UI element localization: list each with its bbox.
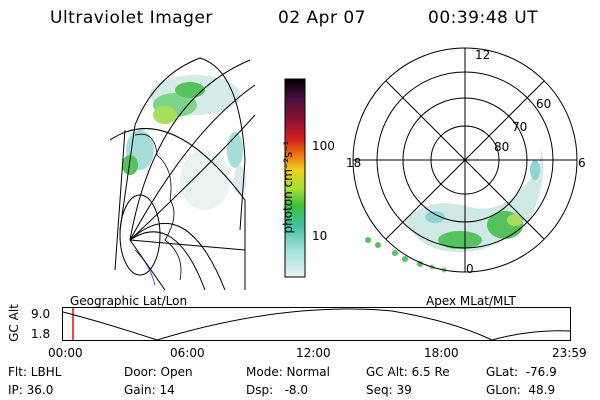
mlt-label-6: 6 xyxy=(578,156,586,170)
time-tick-0600: 06:00 xyxy=(170,346,205,360)
dsp-status: Dsp: -8.0 xyxy=(246,383,309,397)
door-status: Door: Open xyxy=(124,365,193,379)
mlat-label-60: 60 xyxy=(536,97,552,111)
ip-status: IP: 36.0 xyxy=(8,383,54,397)
mlt-label-12: 12 xyxy=(475,48,491,62)
altitude-plot xyxy=(62,307,571,341)
altitude-curve xyxy=(62,308,571,341)
colorbar-unit-label: photon cm⁻²s⁻¹ xyxy=(281,140,295,234)
filter-status: Flt: LBHL xyxy=(8,365,62,379)
apex-panel-label: Apex MLat/MLT xyxy=(426,294,516,308)
instrument-title: Ultraviolet Imager xyxy=(50,8,213,28)
altitude-tick-1-8: 1.8 xyxy=(31,327,51,341)
glon-status: GLon: 48.9 xyxy=(486,383,556,397)
mode-status: Mode: Normal xyxy=(246,365,330,379)
altitude-tick-9: 9.0 xyxy=(31,307,51,321)
time-tick-1200: 12:00 xyxy=(296,346,331,360)
coastline xyxy=(134,133,182,281)
colorbar xyxy=(284,78,306,278)
observation-date: 02 Apr 07 xyxy=(278,8,366,28)
glat-status: GLat: -76.9 xyxy=(486,365,557,379)
geographic-map xyxy=(109,57,256,290)
gc-alt-status: GC Alt: 6.5 Re xyxy=(366,365,450,379)
colorbar-tick-10: 10 xyxy=(312,229,328,243)
colorbar-tick-100: 100 xyxy=(312,139,335,153)
seq-status: Seq: 39 xyxy=(366,383,412,397)
orbit-track xyxy=(134,249,156,286)
gain-status: Gain: 14 xyxy=(124,383,175,397)
time-tick-0000: 00:00 xyxy=(48,346,83,360)
time-tick-1800: 18:00 xyxy=(424,346,459,360)
aurora-image-polar xyxy=(365,145,544,273)
mlat-label-80: 80 xyxy=(494,140,510,154)
observation-time: 00:39:48 UT xyxy=(428,8,539,28)
aurora-image-geographic xyxy=(122,75,246,210)
altitude-axis-title: GC Alt xyxy=(7,304,21,342)
mlat-label-70: 70 xyxy=(512,120,528,134)
mlt-label-18: 18 xyxy=(346,156,362,170)
image-boundary xyxy=(119,57,246,231)
geographic-panel-label: Geographic Lat/Lon xyxy=(70,294,188,308)
polar-mlt-plot xyxy=(352,47,578,273)
time-tick-2359: 23:59 xyxy=(552,346,587,360)
mlt-label-0: 0 xyxy=(466,262,474,276)
